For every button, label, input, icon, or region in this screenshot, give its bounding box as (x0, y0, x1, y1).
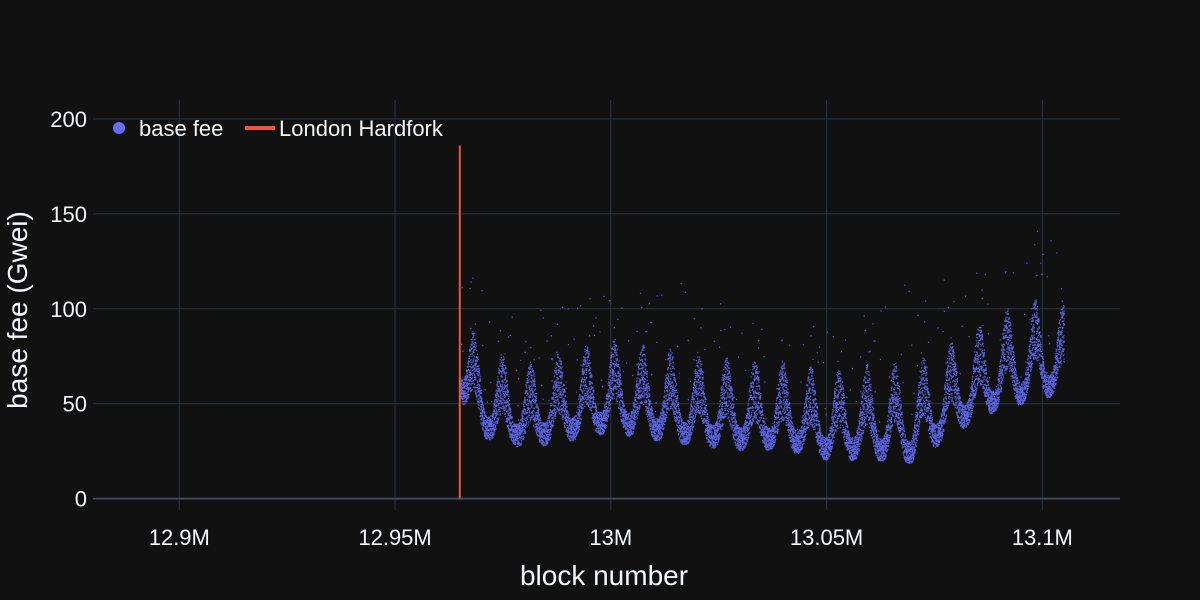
legend: base fee London Hardfork (113, 116, 444, 141)
axis-layer: 12.9M 12.95M 13M 13.05M 13.1M 0 50 100 150 200 (50, 107, 1073, 550)
legend-item-london-hardfork[interactable]: London Hardfork (245, 116, 444, 141)
x-tick-label: 13M (589, 525, 632, 550)
x-tick-label: 12.9M (149, 525, 210, 550)
legend-dot-icon (113, 122, 125, 134)
y-tick-label: 150 (50, 202, 87, 227)
y-axis-title: base fee (Gwei) (2, 211, 33, 409)
y-tick-label: 200 (50, 107, 87, 132)
x-tick-label: 13.05M (790, 525, 863, 550)
y-tick-label: 0 (75, 487, 87, 512)
legend-label: base fee (139, 116, 223, 141)
data-layer (458, 145, 1066, 499)
y-tick-label: 50 (63, 392, 87, 417)
x-axis-title: block number (520, 560, 688, 591)
x-tick-label: 13.1M (1012, 525, 1073, 550)
legend-item-base-fee[interactable]: base fee (113, 116, 223, 141)
legend-label: London Hardfork (279, 116, 444, 141)
y-tick-label: 100 (50, 297, 87, 322)
x-tick-label: 12.95M (358, 525, 431, 550)
